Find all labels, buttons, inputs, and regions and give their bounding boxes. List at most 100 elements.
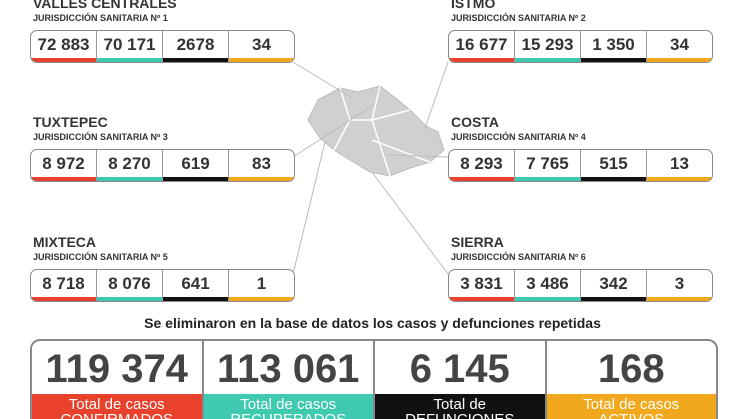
value-cell: 1 [229, 270, 294, 301]
value-cell: 619 [163, 150, 229, 181]
total: 113 061 Total de casosRECUPERADOS [203, 341, 375, 419]
value-cell: 2678 [163, 31, 229, 62]
color-strip [449, 297, 514, 301]
color-strip [449, 58, 514, 62]
label-line: Total de [433, 396, 487, 413]
total-value: 113 061 [217, 347, 360, 391]
color-strip [31, 177, 96, 181]
value: 641 [181, 274, 210, 293]
value: 1 350 [592, 35, 635, 54]
value: 16 677 [455, 35, 508, 54]
value-cell: 15 293 [515, 31, 581, 62]
color-strip [449, 177, 514, 181]
color-strip [31, 58, 96, 62]
color-strip [229, 177, 294, 181]
label-line: CONFIRMADOS [32, 412, 202, 419]
total-label: Total de casosACTIVOS [546, 394, 717, 419]
value: 70 171 [103, 35, 156, 54]
total-label: Total de casosCONFIRMADOS [32, 394, 202, 419]
value: 8 076 [108, 274, 151, 293]
value: 34 [252, 35, 271, 54]
value: 342 [599, 274, 628, 293]
region-subtitle: JURISDICCIÓN SANITARIA Nº 2 [451, 13, 586, 23]
color-strip [515, 58, 580, 62]
region-name: COSTA [451, 114, 499, 130]
value: 83 [252, 154, 271, 173]
value-cell: 7 765 [515, 150, 581, 181]
value: 8 270 [108, 154, 151, 173]
color-strip [581, 297, 646, 301]
value-cell: 13 [647, 150, 712, 181]
value: 8 718 [42, 274, 85, 293]
value-cell: 641 [163, 270, 229, 301]
value: 3 831 [460, 274, 503, 293]
color-strip [515, 297, 580, 301]
region-name: MIXTECA [33, 234, 96, 250]
total: 119 374 Total de casosCONFIRMADOS [32, 341, 204, 419]
value-cell: 70 171 [97, 31, 163, 62]
notice: Se eliminaron en la base de datos los ca… [144, 315, 601, 331]
region-subtitle: JURISDICCIÓN SANITARIA Nº 4 [451, 132, 586, 142]
region-values: 3 831 3 486 342 3 [448, 269, 713, 302]
color-strip [97, 177, 162, 181]
color-strip [647, 297, 712, 301]
color-strip [647, 58, 712, 62]
label-line: Total de casos [68, 396, 165, 413]
value-cell: 72 883 [31, 31, 97, 62]
color-strip [647, 177, 712, 181]
value-cell: 34 [647, 31, 712, 62]
value: 3 [674, 274, 685, 293]
value: 7 765 [526, 154, 569, 173]
label-line: RECUPERADOS [204, 412, 374, 419]
connectors [292, 61, 449, 275]
color-strip [163, 177, 228, 181]
region-values: 8 972 8 270 619 83 [30, 149, 295, 182]
region-name: ISTMO [451, 0, 496, 11]
value-cell: 8 972 [31, 150, 97, 181]
total: 168 Total de casosACTIVOS [546, 341, 717, 419]
value: 3 486 [526, 274, 569, 293]
value-cell: 3 831 [449, 270, 515, 301]
region-subtitle: JURISDICCIÓN SANITARIA Nº 1 [33, 13, 168, 23]
label-line: DEFUNCIONES [375, 412, 545, 419]
color-strip [97, 58, 162, 62]
total-value: 168 [597, 347, 665, 391]
value-cell: 34 [229, 31, 294, 62]
color-strip [229, 297, 294, 301]
color-strip [31, 297, 96, 301]
color-strip [97, 297, 162, 301]
value-cell: 8 076 [97, 270, 163, 301]
value-cell: 16 677 [449, 31, 515, 62]
region-values: 8 293 7 765 515 13 [448, 149, 713, 182]
region-name: TUXTEPEC [33, 114, 108, 130]
color-strip [581, 177, 646, 181]
value-cell: 3 [647, 270, 712, 301]
label-line: ACTIVOS [547, 412, 717, 419]
region-name: VALLES CENTRALES [33, 0, 177, 11]
color-strip [163, 58, 228, 62]
value: 72 883 [37, 35, 90, 54]
value-cell: 342 [581, 270, 647, 301]
value: 34 [670, 35, 689, 54]
label-line: Total de casos [240, 396, 337, 413]
value: 8 972 [42, 154, 85, 173]
total-value: 6 145 [409, 347, 510, 391]
value: 8 293 [460, 154, 503, 173]
total: 6 145 Total deDEFUNCIONES [375, 341, 547, 419]
borders [333, 85, 431, 177]
color-strip [163, 297, 228, 301]
label-line: Total de casos [583, 396, 680, 413]
color-strip [229, 58, 294, 62]
value-cell: 8 270 [97, 150, 163, 181]
region-values: 72 883 70 171 2678 34 [30, 30, 295, 63]
value: 13 [670, 154, 689, 173]
color-strip [515, 177, 580, 181]
value: 1 [256, 274, 267, 293]
region-subtitle: JURISDICCIÓN SANITARIA Nº 3 [33, 132, 168, 142]
value: 515 [599, 154, 628, 173]
value-cell: 8 293 [449, 150, 515, 181]
value-cell: 8 718 [31, 270, 97, 301]
